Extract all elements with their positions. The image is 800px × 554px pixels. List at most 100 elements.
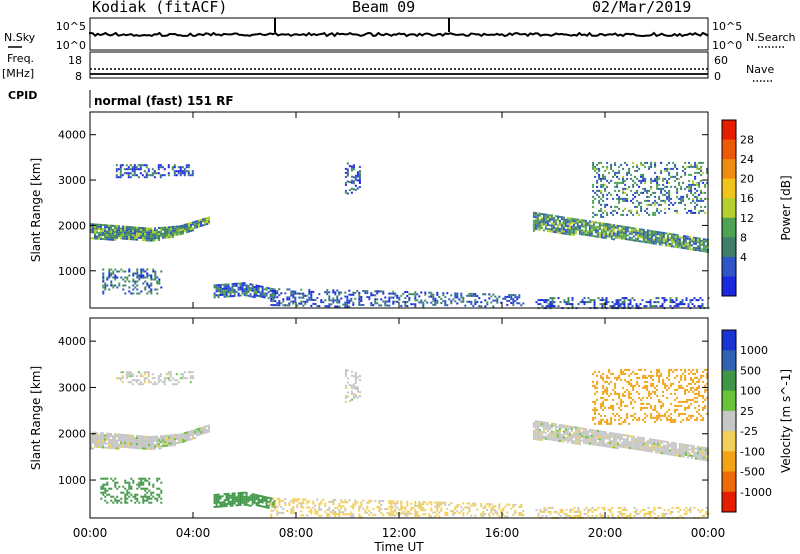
data-cell	[660, 450, 663, 453]
data-cell	[126, 501, 129, 504]
data-cell	[98, 227, 100, 230]
data-cell	[130, 292, 133, 295]
data-cell	[90, 223, 92, 226]
data-cell	[102, 491, 105, 494]
data-cell	[698, 209, 701, 212]
data-cell	[374, 499, 377, 502]
data-cell	[640, 441, 643, 443]
data-cell	[682, 247, 685, 250]
data-cell	[245, 290, 248, 293]
data-cell	[584, 233, 587, 236]
data-cell	[656, 179, 659, 182]
data-cell	[562, 438, 565, 441]
data-cell	[231, 500, 234, 503]
data-cell	[678, 236, 681, 239]
data-cell	[556, 435, 559, 438]
data-cell	[592, 380, 595, 383]
data-cell	[694, 406, 697, 409]
data-cell	[127, 375, 130, 378]
data-cell	[564, 438, 567, 441]
data-cell	[626, 213, 629, 216]
data-cell	[148, 290, 151, 293]
data-cell	[701, 303, 704, 306]
data-cell	[610, 404, 613, 407]
data-cell	[642, 187, 645, 190]
data-cell	[626, 438, 629, 441]
data-cell	[592, 431, 595, 434]
data-cell	[376, 290, 379, 293]
data-cell	[664, 240, 667, 243]
data-cell	[150, 442, 152, 444]
data-cell	[552, 439, 555, 441]
data-cell	[610, 163, 613, 166]
data-cell	[356, 175, 359, 178]
data-cell	[259, 501, 262, 503]
data-cell	[318, 504, 321, 507]
data-cell	[654, 199, 657, 202]
data-cell	[602, 392, 605, 395]
data-cell	[442, 501, 445, 504]
data-cell	[102, 232, 104, 235]
data-cell	[688, 187, 691, 190]
data-cell	[550, 424, 553, 427]
data-cell	[644, 380, 647, 383]
data-cell	[604, 445, 607, 448]
data-cell	[202, 432, 204, 435]
data-cell	[173, 170, 176, 173]
data-cell	[318, 502, 321, 505]
data-cell	[190, 432, 192, 435]
data-cell	[534, 426, 537, 429]
data-cell	[604, 227, 607, 229]
data-cell	[624, 230, 627, 233]
data-cell	[650, 392, 653, 395]
data-cell	[190, 430, 192, 433]
data-cell	[243, 499, 246, 502]
data-cell	[623, 297, 626, 300]
noise-tick-label: 10^0	[56, 39, 86, 52]
data-cell	[654, 201, 657, 204]
data-cell	[116, 227, 118, 230]
data-cell	[549, 303, 552, 306]
data-cell	[196, 432, 198, 435]
data-cell	[388, 512, 391, 515]
data-cell	[386, 512, 389, 515]
data-cell	[380, 508, 383, 511]
data-cell	[656, 201, 659, 204]
data-cell	[600, 438, 603, 441]
data-cell	[562, 222, 565, 225]
data-cell	[538, 432, 541, 435]
data-cell	[160, 228, 162, 231]
data-cell	[584, 438, 587, 441]
data-cell	[136, 443, 138, 445]
data-cell	[394, 292, 397, 295]
data-cell	[686, 400, 689, 403]
data-cell	[534, 226, 537, 229]
data-cell	[470, 294, 473, 297]
data-cell	[151, 383, 154, 386]
data-cell	[674, 448, 677, 451]
data-cell	[594, 412, 597, 415]
data-cell	[338, 305, 341, 308]
data-cell	[112, 236, 114, 239]
data-cell	[148, 501, 151, 504]
data-cell	[536, 218, 539, 221]
data-cell	[156, 497, 159, 500]
data-cell	[490, 301, 493, 304]
data-cell	[249, 293, 252, 296]
data-cell	[424, 299, 427, 302]
data-cell	[670, 237, 673, 240]
data-cell	[141, 383, 144, 386]
data-cell	[352, 168, 355, 171]
data-cell	[692, 455, 695, 458]
data-cell	[578, 443, 581, 446]
data-cell	[636, 444, 639, 447]
data-cell	[272, 290, 275, 293]
data-cell	[604, 223, 607, 225]
data-cell	[670, 235, 673, 238]
data-cell	[670, 175, 673, 178]
data-cell	[612, 232, 615, 235]
data-cell	[602, 173, 605, 176]
data-cell	[536, 430, 539, 433]
data-cell	[663, 301, 666, 304]
data-cell	[116, 433, 118, 436]
